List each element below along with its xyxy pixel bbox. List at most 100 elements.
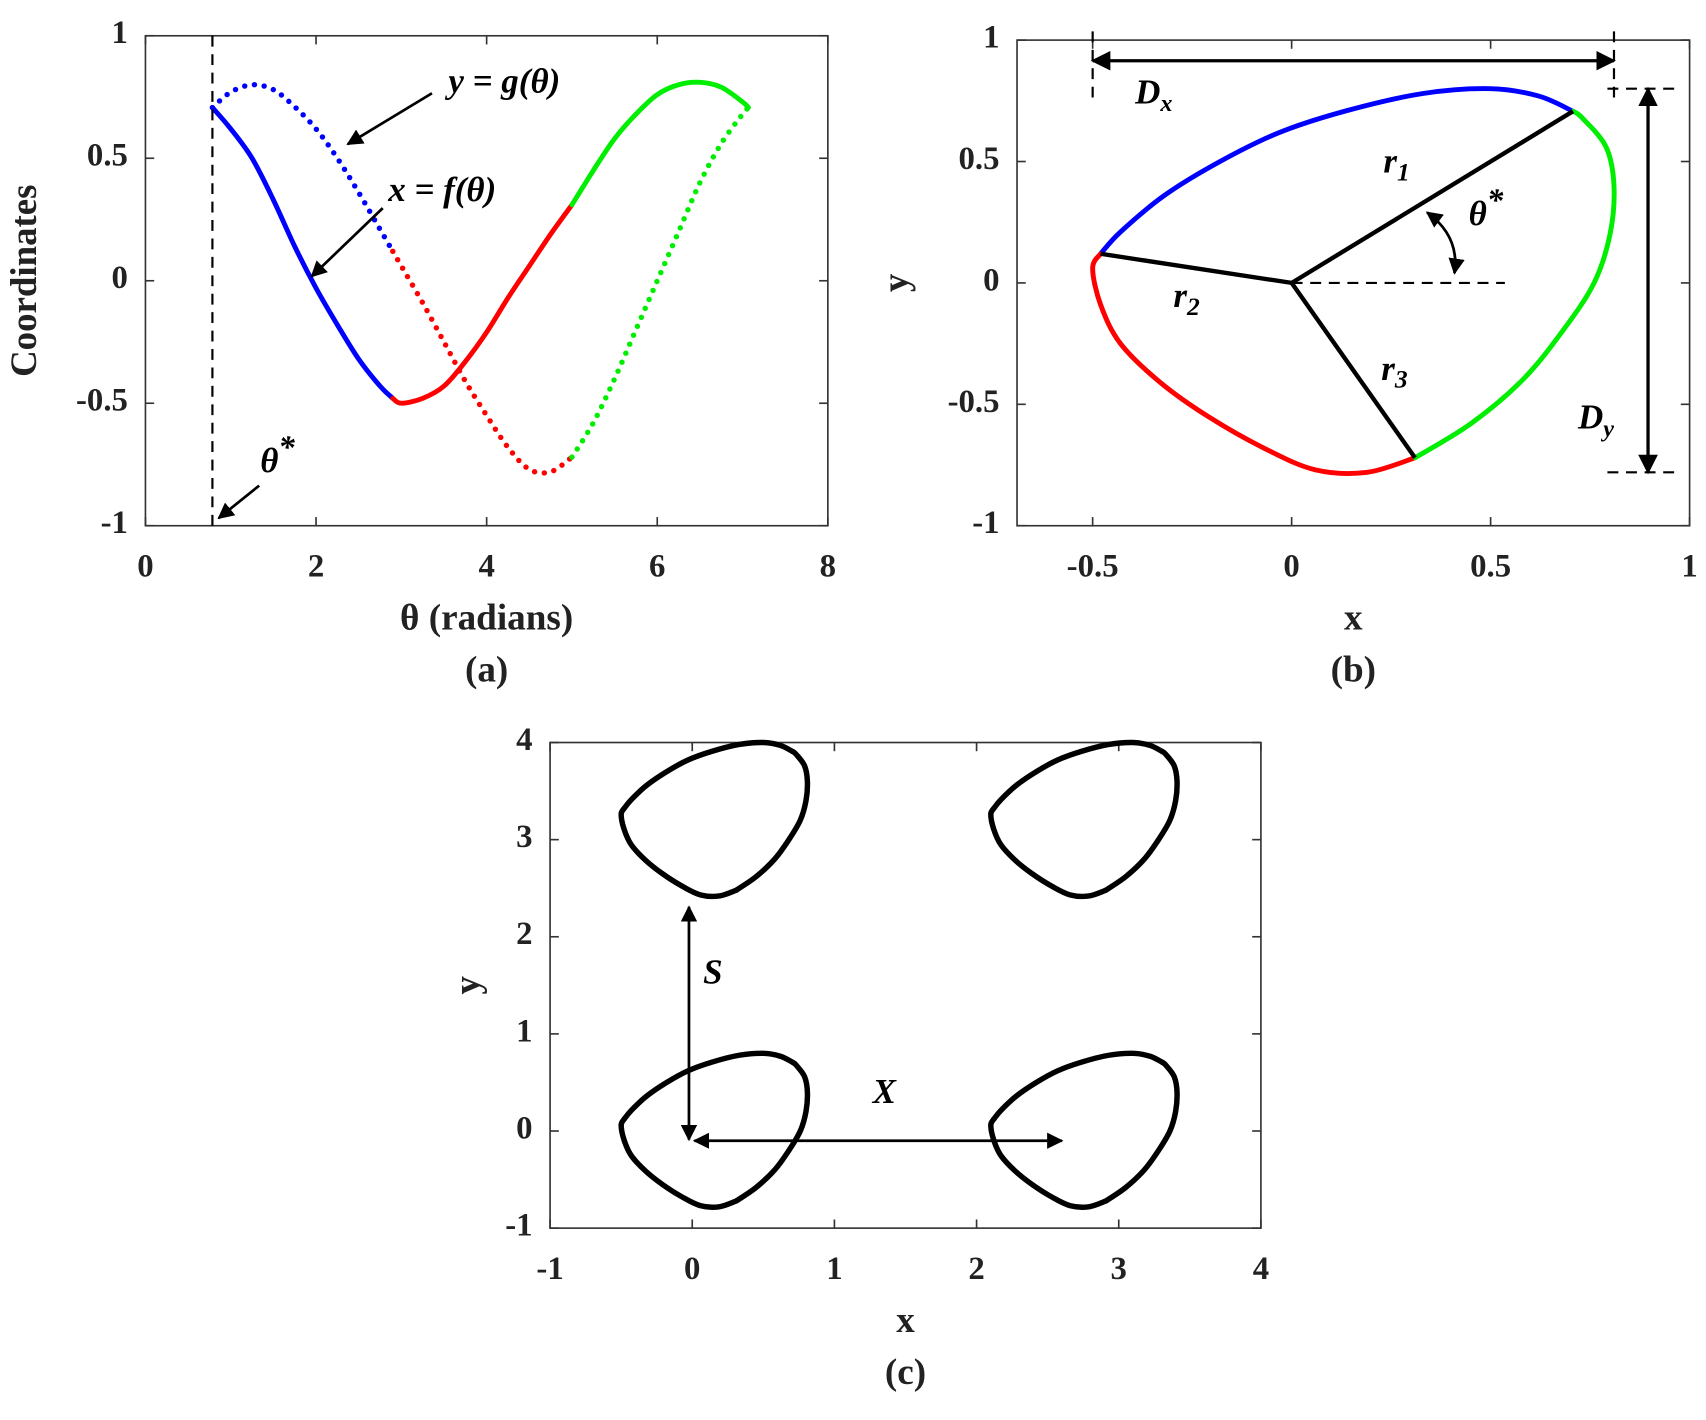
annotation-base: x = f(θ) bbox=[387, 170, 496, 209]
x-tick-label: 2 bbox=[968, 1251, 984, 1287]
x-tick-label: -1 bbox=[536, 1251, 563, 1287]
annotation-sub: 1 bbox=[1397, 157, 1410, 186]
annotation-base: r bbox=[1383, 142, 1397, 181]
curve bbox=[390, 248, 575, 476]
y-tick-label: 2 bbox=[516, 916, 532, 952]
x-tick-label: 1 bbox=[1681, 549, 1697, 585]
annotation: S bbox=[703, 953, 722, 992]
cell-contour bbox=[733, 1059, 811, 1204]
arrow bbox=[346, 92, 433, 146]
annotation-base: D bbox=[1134, 72, 1160, 111]
annotation: θ* bbox=[1469, 183, 1504, 232]
annotation: r1 bbox=[1383, 142, 1409, 186]
arrow bbox=[217, 484, 261, 520]
angle-arrow bbox=[1425, 211, 1465, 275]
x-axis-label: x bbox=[896, 1300, 915, 1341]
cell-contour bbox=[988, 1116, 1109, 1210]
y-tick-label: 4 bbox=[516, 722, 532, 758]
curve bbox=[569, 79, 751, 208]
annotation-base: D bbox=[1577, 398, 1603, 437]
curve bbox=[209, 81, 396, 255]
y-tick-label: 3 bbox=[516, 819, 532, 855]
x-tick-label: 2 bbox=[308, 549, 324, 585]
annotation: Dy bbox=[1577, 398, 1614, 442]
x-tick-label: 0 bbox=[1283, 549, 1299, 585]
annotation-base: y = g(θ) bbox=[444, 62, 560, 101]
annotation: r2 bbox=[1173, 276, 1200, 320]
x-tick-label: -0.5 bbox=[1067, 549, 1119, 585]
curve bbox=[390, 202, 575, 406]
annotation-base: S bbox=[703, 953, 722, 992]
x-tick-label: 0 bbox=[137, 549, 153, 585]
panel-caption: (a) bbox=[465, 650, 508, 691]
annotation-sub: y bbox=[1600, 416, 1614, 442]
cell-contour bbox=[618, 805, 740, 900]
x-tick-label: 1 bbox=[826, 1251, 842, 1287]
curve bbox=[1098, 86, 1576, 257]
radius bbox=[1289, 281, 1417, 459]
y-tick-label: 0 bbox=[983, 263, 999, 299]
annotation-base: θ bbox=[260, 441, 278, 480]
curve bbox=[1090, 251, 1418, 476]
x-tick-label: 0.5 bbox=[1470, 549, 1511, 585]
y-tick-label: -1 bbox=[101, 505, 128, 541]
cell-contour bbox=[1103, 748, 1180, 893]
annotation: θ* bbox=[260, 430, 295, 479]
y-tick-label: 1 bbox=[516, 1013, 532, 1049]
y-tick-label: -1 bbox=[505, 1208, 532, 1244]
x-axis-label: θ (radians) bbox=[400, 598, 573, 639]
arrow bbox=[310, 207, 384, 278]
annotation-base: X bbox=[872, 1072, 897, 1111]
annotation-sub: 2 bbox=[1186, 292, 1200, 321]
annotation: x = f(θ) bbox=[387, 170, 496, 209]
cell-contour bbox=[618, 1116, 740, 1210]
radius bbox=[1290, 109, 1575, 285]
radius bbox=[1100, 251, 1292, 286]
annotation: X bbox=[872, 1072, 897, 1111]
annotation: r3 bbox=[1381, 349, 1408, 393]
cell-contour bbox=[990, 1050, 1166, 1123]
cell-contour bbox=[1103, 1059, 1180, 1204]
y-tick-label: 0 bbox=[516, 1111, 532, 1147]
cell-contour bbox=[621, 1050, 796, 1123]
annotation-base: r bbox=[1173, 276, 1187, 315]
annotation-sub: 3 bbox=[1394, 364, 1408, 393]
y-tick-label: -1 bbox=[972, 505, 999, 541]
x-tick-label: 4 bbox=[1253, 1251, 1269, 1287]
x-axis-label: x bbox=[1344, 598, 1363, 639]
annotation-sub: x bbox=[1159, 91, 1172, 117]
x-tick-label: 3 bbox=[1111, 1251, 1127, 1287]
annotation: Dx bbox=[1134, 72, 1172, 116]
panel-caption: (b) bbox=[1331, 650, 1376, 691]
x-tick-label: 6 bbox=[649, 549, 665, 585]
panel-caption: (c) bbox=[885, 1352, 926, 1393]
y-tick-label: -0.5 bbox=[76, 383, 128, 419]
cell-contour bbox=[990, 739, 1166, 812]
y-tick-label: -0.5 bbox=[948, 384, 1000, 420]
y-tick-label: 0 bbox=[112, 260, 128, 296]
curve bbox=[209, 105, 396, 401]
annotation-base: r bbox=[1381, 349, 1395, 388]
curve bbox=[569, 104, 752, 460]
y-axis-label: y bbox=[447, 976, 488, 995]
annotation: y = g(θ) bbox=[444, 62, 560, 101]
y-tick-label: 0.5 bbox=[959, 141, 1000, 177]
annotation-base: θ bbox=[1469, 194, 1487, 233]
cell-contour bbox=[621, 739, 796, 812]
plot-frame bbox=[549, 741, 1262, 1229]
curve bbox=[1412, 108, 1617, 461]
annotation-sup: * bbox=[1487, 183, 1504, 219]
x-tick-label: 4 bbox=[478, 549, 494, 585]
y-axis-label: Coordinates bbox=[4, 185, 45, 377]
y-axis-label: y bbox=[875, 273, 916, 292]
y-tick-label: 1 bbox=[983, 20, 999, 56]
y-tick-label: 0.5 bbox=[87, 138, 128, 174]
x-tick-label: 8 bbox=[820, 549, 836, 585]
y-tick-label: 1 bbox=[112, 15, 128, 51]
cell-contour bbox=[733, 748, 811, 893]
annotation-sup: * bbox=[278, 430, 295, 466]
x-tick-label: 0 bbox=[684, 1251, 700, 1287]
cell-contour bbox=[988, 805, 1109, 900]
plot-frame bbox=[144, 34, 829, 527]
